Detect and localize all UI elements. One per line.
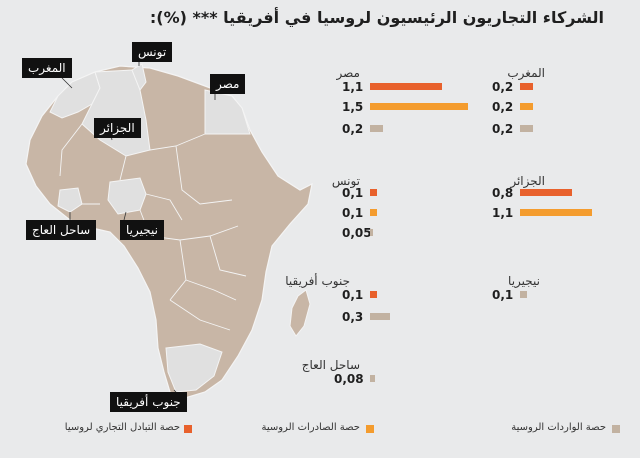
legend-label-trade: حصة التبادل التجاري لروسيا	[64, 422, 180, 433]
map-label-cote-divoire: ساحل العاج	[26, 220, 97, 240]
value-label-morocco-0: 0,2	[492, 80, 514, 94]
value-label-egypt-1: 1,5	[342, 100, 364, 114]
country-name-morocco: المغرب	[507, 66, 545, 80]
country-borders	[59, 123, 247, 331]
map-label-egypt: مصر	[210, 74, 246, 94]
value-label-nigeria-0: 0,1	[492, 288, 514, 302]
bar-tunisia-1	[370, 209, 377, 216]
value-label-algeria-0: 0,8	[492, 186, 514, 200]
bar-south-africa-1	[370, 313, 390, 320]
country-name-cote-divoire: ساحل العاج	[301, 358, 360, 372]
map-label-morocco: المغرب	[22, 58, 72, 78]
country-name-south-africa: جنوب أفريقيا	[285, 274, 350, 288]
country-name-egypt: مصر	[336, 66, 360, 80]
bar-morocco-1	[520, 103, 533, 110]
value-label-algeria-1: 1,1	[492, 206, 514, 220]
bar-algeria-0	[520, 189, 572, 196]
map-label-algeria: الجزائر	[94, 118, 141, 138]
value-label-south-africa-0: 0,1	[342, 288, 364, 302]
legend-label-imports: حصة الواردات الروسية	[511, 422, 606, 433]
nigeria-shape	[107, 177, 147, 215]
country-name-algeria: الجزائر	[510, 174, 545, 188]
bar-tunisia-2	[370, 229, 374, 236]
value-label-tunisia-0: 0,1	[342, 186, 364, 200]
bar-egypt-0	[370, 83, 442, 90]
bar-morocco-2	[520, 125, 533, 132]
value-label-south-africa-1: 0,3	[342, 310, 364, 324]
bar-cote-divoire-0	[370, 375, 376, 382]
south-africa-shape	[165, 343, 223, 393]
cote-divoire-shape	[57, 187, 83, 213]
bar-morocco-0	[520, 83, 533, 90]
bar-egypt-2	[370, 125, 383, 132]
madagascar	[289, 289, 311, 337]
value-label-egypt-2: 0,2	[342, 122, 364, 136]
bar-tunisia-0	[370, 189, 377, 196]
value-label-morocco-2: 0,2	[492, 122, 514, 136]
value-label-egypt-0: 1,1	[342, 80, 364, 94]
legend-swatch-trade	[184, 425, 192, 433]
value-label-morocco-1: 0,2	[492, 100, 514, 114]
value-label-tunisia-1: 0,1	[342, 206, 364, 220]
legend-label-exports: حصة الصادرات الروسية	[261, 422, 360, 433]
egypt-shape	[204, 89, 251, 135]
legend-swatch-imports	[612, 425, 620, 433]
country-name-nigeria: نيجيريا	[508, 274, 540, 288]
country-name-tunisia: تونس	[331, 174, 360, 188]
legend-swatch-exports	[366, 425, 374, 433]
bar-nigeria-0	[520, 291, 527, 298]
chart-title: الشركاء التجاريون الرئيسيون لروسيا في أف…	[149, 8, 604, 27]
value-label-tunisia-2: 0,05	[342, 226, 372, 240]
bar-south-africa-0	[370, 291, 377, 298]
value-label-cote-divoire-0: 0,08	[334, 372, 364, 386]
bar-algeria-1	[520, 209, 592, 216]
bar-egypt-1	[370, 103, 468, 110]
map-label-tunisia: تونس	[132, 42, 173, 62]
map-label-nigeria: نيجيريا	[120, 220, 164, 240]
map-label-south-africa: جنوب أفريقيا	[110, 392, 187, 412]
